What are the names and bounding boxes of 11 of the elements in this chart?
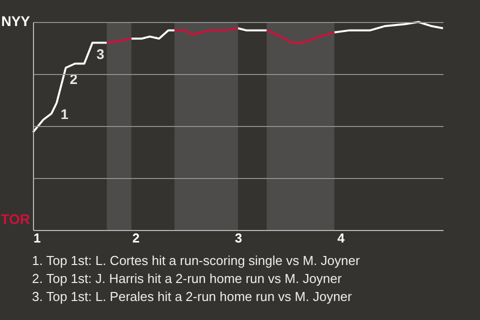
text: 2. Top 1st: J. Harris hit a 2-run home run vs M. Joyner [32, 271, 342, 286]
x-tick-label: 2 [132, 230, 140, 246]
x-tick-label: 4 [337, 230, 346, 246]
annotation: 1 [60, 106, 69, 122]
x-tick-label: 1 [34, 230, 41, 246]
text: 1. Top 1st: L. Cortes hit a run-scoring single vs M. Joyner [32, 253, 360, 268]
text: 3. Top 1st: L. Perales hit a 2-run home run vs M. Joyner [32, 289, 353, 304]
text: TOR [0, 211, 30, 227]
text: NYY [1, 13, 31, 29]
x-tick-label: 3 [234, 230, 242, 246]
annotation: 3 [96, 46, 104, 62]
